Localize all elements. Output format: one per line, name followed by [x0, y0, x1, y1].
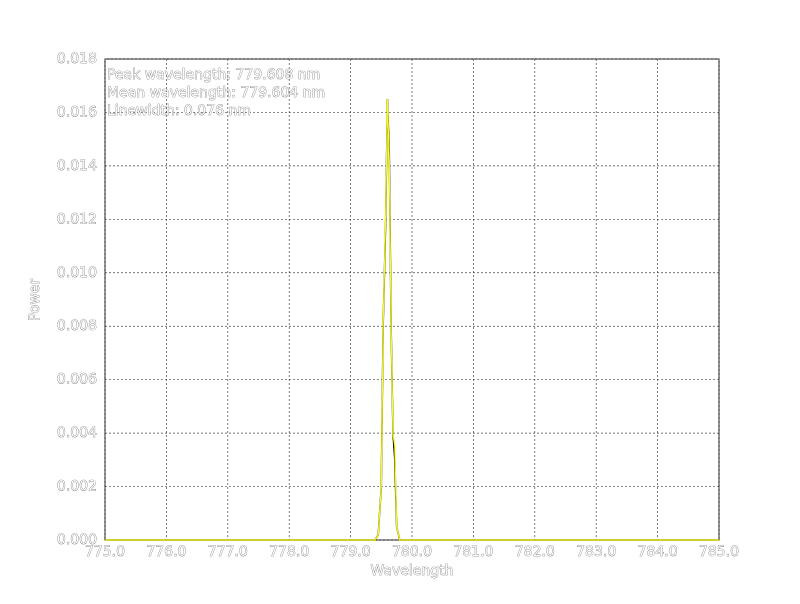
x-tick-label: 779.0 — [331, 544, 371, 560]
data-line — [105, 99, 719, 541]
y-tick-label: 0.002 — [57, 479, 97, 495]
x-tick-label: 784.0 — [638, 544, 678, 560]
x-tick-label: 785.0 — [699, 544, 739, 560]
x-tick-label: 778.0 — [269, 544, 309, 560]
x-axis-label: Wavelength — [370, 563, 453, 579]
x-tick-label: 776.0 — [146, 544, 186, 560]
y-tick-label: 0.008 — [57, 318, 97, 334]
y-tick-label: 0.014 — [57, 158, 97, 174]
y-tick-label: 0.016 — [57, 104, 97, 120]
annotation: Linewidth: 0.076 nm — [107, 103, 251, 119]
x-tick-label: 780.0 — [392, 544, 432, 560]
x-tick-label: 783.0 — [576, 544, 616, 560]
x-tick-label: 775.0 — [85, 544, 125, 560]
y-tick-label: 0.006 — [57, 372, 97, 388]
y-tick-label: 0.004 — [57, 425, 97, 441]
annotation: Mean wavelength: 779.604 nm — [107, 85, 325, 101]
x-tick-label: 782.0 — [515, 544, 555, 560]
y-axis-label: Power — [27, 279, 43, 322]
y-tick-label: 0.010 — [57, 265, 97, 281]
annotation: Peak wavelength: 779.608 nm — [107, 67, 320, 83]
y-tick-label: 0.012 — [57, 211, 97, 227]
x-tick-label: 781.0 — [453, 544, 493, 560]
y-tick-label: 0.000 — [57, 532, 97, 548]
y-tick-label: 0.018 — [57, 51, 97, 67]
x-tick-label: 777.0 — [208, 544, 248, 560]
